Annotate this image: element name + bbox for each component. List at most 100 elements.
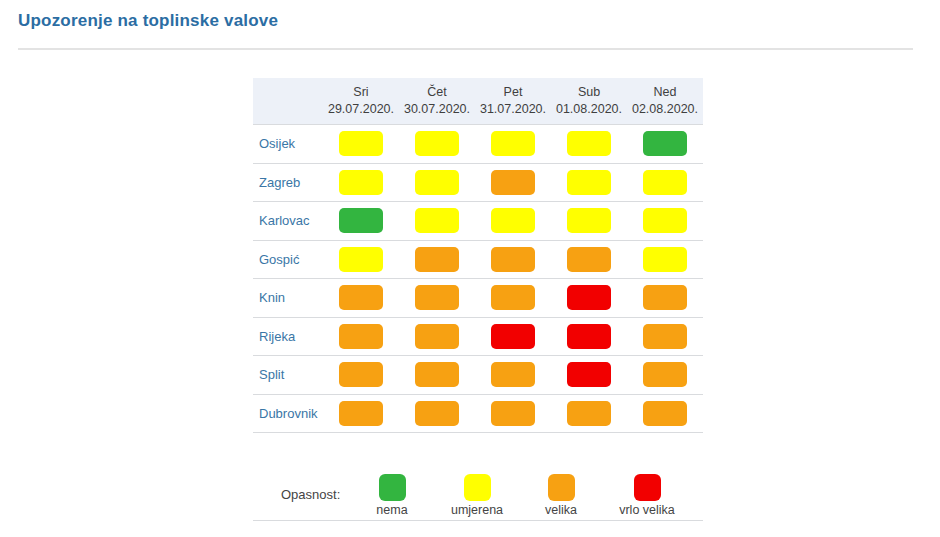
legend-item: velika bbox=[516, 474, 606, 517]
warning-level-cell bbox=[339, 208, 383, 233]
row-city-label: Knin bbox=[253, 290, 323, 305]
warning-level-cell bbox=[567, 208, 611, 233]
cell-column bbox=[551, 208, 627, 233]
cell-column bbox=[323, 324, 399, 349]
legend-items: nemaumjerenavelikavrlo velika bbox=[253, 474, 703, 520]
cell-column bbox=[475, 208, 551, 233]
cell-column bbox=[323, 247, 399, 272]
cell-column bbox=[551, 247, 627, 272]
cell-column bbox=[551, 131, 627, 156]
warning-level-cell bbox=[643, 247, 687, 272]
cell-column bbox=[551, 401, 627, 426]
warning-level-cell bbox=[339, 285, 383, 310]
cell-column bbox=[323, 208, 399, 233]
warning-level-cell bbox=[567, 247, 611, 272]
cell-column bbox=[399, 401, 475, 426]
row-city-label: Rijeka bbox=[253, 329, 323, 344]
heat-warning-table: Sri29.07.2020.Čet30.07.2020.Pet31.07.202… bbox=[253, 78, 703, 521]
warning-level-cell bbox=[491, 208, 535, 233]
warning-level-cell bbox=[339, 362, 383, 387]
cell-column bbox=[627, 362, 703, 387]
warning-level-cell bbox=[643, 285, 687, 310]
table-row: Split bbox=[253, 356, 703, 395]
cell-column bbox=[627, 401, 703, 426]
warning-level-cell bbox=[643, 208, 687, 233]
cell-column bbox=[399, 324, 475, 349]
legend-item: nema bbox=[347, 474, 437, 517]
column-day-label: Sub bbox=[551, 84, 627, 102]
row-city-label: Karlovac bbox=[253, 213, 323, 228]
warning-level-cell bbox=[491, 131, 535, 156]
cell-column bbox=[627, 170, 703, 195]
cell-column bbox=[475, 324, 551, 349]
warning-level-cell bbox=[567, 170, 611, 195]
cell-column bbox=[475, 401, 551, 426]
page-title: Upozorenje na toplinske valove bbox=[18, 11, 278, 31]
cell-column bbox=[399, 131, 475, 156]
table-row: Dubrovnik bbox=[253, 395, 703, 434]
column-header: Sri29.07.2020. bbox=[323, 84, 399, 119]
cell-column bbox=[399, 247, 475, 272]
warning-level-cell bbox=[567, 401, 611, 426]
row-city-label: Gospić bbox=[253, 252, 323, 267]
warning-level-cell bbox=[339, 247, 383, 272]
legend-swatch bbox=[548, 474, 575, 501]
warning-level-cell bbox=[491, 401, 535, 426]
row-city-label: Split bbox=[253, 367, 323, 382]
column-day-label: Ned bbox=[627, 84, 703, 102]
warning-level-cell bbox=[491, 247, 535, 272]
warning-level-cell bbox=[567, 131, 611, 156]
column-date-label: 01.08.2020. bbox=[551, 101, 627, 119]
warning-level-cell bbox=[339, 131, 383, 156]
cell-column bbox=[475, 170, 551, 195]
warning-level-cell bbox=[491, 285, 535, 310]
warning-level-cell bbox=[567, 362, 611, 387]
column-day-label: Čet bbox=[399, 84, 475, 102]
cell-column bbox=[323, 131, 399, 156]
legend-swatch bbox=[634, 474, 661, 501]
warning-level-cell bbox=[415, 362, 459, 387]
cell-column bbox=[475, 362, 551, 387]
column-header: Pet31.07.2020. bbox=[475, 84, 551, 119]
legend: Opasnost: nemaumjerenavelikavrlo velika bbox=[253, 474, 703, 521]
column-date-label: 30.07.2020. bbox=[399, 101, 475, 119]
column-day-label: Sri bbox=[323, 84, 399, 102]
warning-level-cell bbox=[491, 170, 535, 195]
table-row: Rijeka bbox=[253, 318, 703, 357]
warning-level-cell bbox=[643, 362, 687, 387]
warning-level-cell bbox=[339, 170, 383, 195]
column-day-label: Pet bbox=[475, 84, 551, 102]
legend-swatch bbox=[379, 474, 406, 501]
cell-column bbox=[551, 285, 627, 310]
cell-column bbox=[627, 247, 703, 272]
cell-column bbox=[627, 324, 703, 349]
cell-column bbox=[323, 170, 399, 195]
warning-level-cell bbox=[491, 362, 535, 387]
cell-column bbox=[399, 208, 475, 233]
table-row: Gospić bbox=[253, 241, 703, 280]
column-header: Sub01.08.2020. bbox=[551, 84, 627, 119]
warning-level-cell bbox=[567, 324, 611, 349]
warning-level-cell bbox=[643, 401, 687, 426]
cell-column bbox=[627, 131, 703, 156]
warning-level-cell bbox=[643, 131, 687, 156]
warning-level-cell bbox=[415, 401, 459, 426]
column-date-label: 31.07.2020. bbox=[475, 101, 551, 119]
warning-level-cell bbox=[643, 324, 687, 349]
column-date-label: 02.08.2020. bbox=[627, 101, 703, 119]
warning-level-cell bbox=[567, 285, 611, 310]
legend-item: vrlo velika bbox=[602, 474, 692, 517]
warning-level-cell bbox=[415, 285, 459, 310]
cell-column bbox=[323, 362, 399, 387]
row-city-label: Zagreb bbox=[253, 175, 323, 190]
warning-level-cell bbox=[415, 131, 459, 156]
warning-level-cell bbox=[415, 324, 459, 349]
warning-level-cell bbox=[415, 170, 459, 195]
warning-level-cell bbox=[339, 401, 383, 426]
table-row: Zagreb bbox=[253, 164, 703, 203]
cell-column bbox=[475, 131, 551, 156]
title-divider bbox=[18, 48, 913, 50]
row-city-label: Dubrovnik bbox=[253, 406, 323, 421]
cell-column bbox=[323, 285, 399, 310]
table-row: Osijek bbox=[253, 125, 703, 164]
